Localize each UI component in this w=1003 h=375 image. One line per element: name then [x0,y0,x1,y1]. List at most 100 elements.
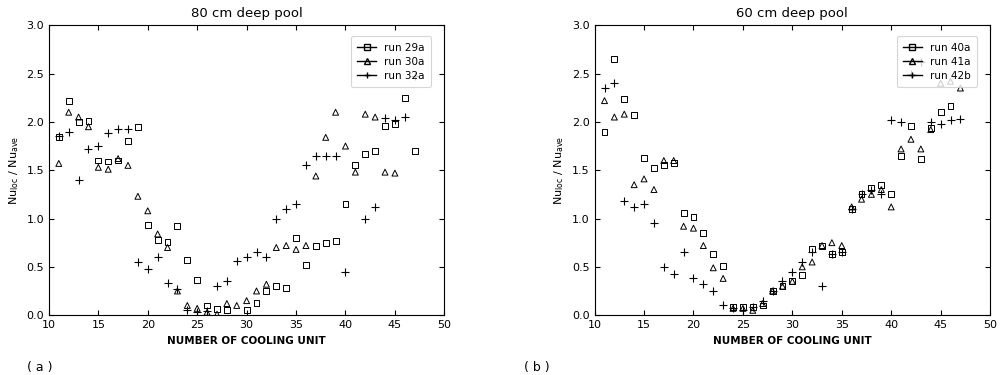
Point [337,143,353,149]
Point [209,306,225,312]
Point [655,264,671,270]
Point [942,117,958,123]
Point [803,246,819,252]
Point [912,156,928,162]
Point [932,80,948,86]
Point [149,254,165,260]
Point [51,134,67,140]
Point [616,111,632,117]
Point [298,162,314,168]
Point [100,166,116,172]
Point [863,191,879,197]
Point [665,271,681,277]
Point [149,237,165,243]
Title: 80 cm deep pool: 80 cm deep pool [191,7,302,20]
Point [695,281,711,287]
Point [90,158,106,164]
Point [793,264,809,270]
Point [813,283,829,289]
Point [803,249,819,255]
Point [337,268,353,274]
Point [119,126,135,132]
Point [308,153,324,159]
Point [90,164,106,170]
Point [813,243,829,249]
Point [377,169,393,175]
Point [635,154,651,160]
Point [386,117,402,123]
Point [902,136,918,142]
Point [803,259,819,265]
Point [60,109,76,115]
Point [635,201,651,207]
Point [367,204,383,210]
Point [119,138,135,144]
Point [832,249,849,255]
Point [704,265,720,271]
Point [317,153,333,159]
Point [685,275,701,281]
Legend: run 40a, run 41a, run 42b: run 40a, run 41a, run 42b [896,36,976,87]
Y-axis label: Nu$_{\mathregular{loc}}$ / Nu$_{\mathregular{ave}}$: Nu$_{\mathregular{loc}}$ / Nu$_{\mathreg… [552,136,566,205]
Point [606,114,622,120]
Point [248,300,264,306]
Point [754,298,770,304]
Point [357,111,373,117]
Point [754,300,770,306]
Point [843,206,859,212]
Text: ( b ): ( b ) [524,361,550,374]
Point [734,307,750,313]
Point [288,201,304,207]
Point [942,104,958,110]
Point [853,196,869,202]
Point [139,266,155,272]
Point [922,127,938,133]
Point [129,124,145,130]
Point [80,118,96,124]
Point [892,153,908,159]
Point [616,96,632,102]
Point [139,222,155,228]
Point [863,184,879,190]
Point [396,114,412,120]
Point [80,146,96,152]
Point [823,251,840,257]
Point [209,311,225,317]
Point [773,283,789,289]
Point [139,208,155,214]
Point [704,251,720,257]
Point [952,85,968,91]
Point [229,303,245,309]
Point [327,109,343,115]
Point [170,288,186,294]
Point [635,176,651,182]
Point [952,116,968,122]
Point [685,225,701,231]
Point [347,162,363,168]
Point [675,249,691,255]
Point [189,305,205,311]
Point [665,158,681,164]
Point [80,124,96,130]
Point [377,123,393,129]
Point [714,263,730,269]
Point [883,117,899,123]
Point [70,119,86,125]
Point [258,281,274,287]
Point [655,158,671,164]
Point [90,143,106,149]
Point [793,259,809,265]
Point [278,285,294,291]
Point [744,304,760,310]
Point [180,303,196,309]
Point [308,173,324,179]
Point [129,193,145,199]
Legend: run 29a, run 30a, run 32a: run 29a, run 30a, run 32a [351,36,431,87]
Point [159,244,176,250]
Point [606,80,622,86]
Point [219,300,235,306]
Point [386,170,402,176]
Point [70,177,86,183]
Point [744,304,760,310]
Point [626,112,642,118]
